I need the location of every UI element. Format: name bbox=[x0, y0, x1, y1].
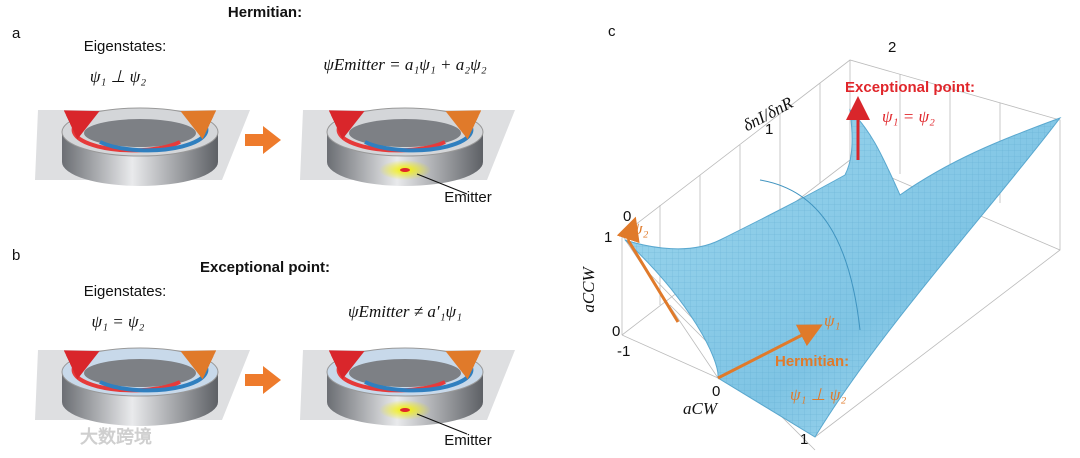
transition-arrow bbox=[245, 366, 281, 394]
relation: ψ₁ ⊥ ψ₂ bbox=[90, 67, 146, 86]
watermark: 大数跨境 bbox=[80, 426, 152, 447]
cw-mode bbox=[364, 350, 482, 393]
panel-label: a bbox=[12, 25, 21, 42]
equation: ψEmitter = a₁ψ₁ + a₂ψ₂ bbox=[323, 55, 486, 74]
psi1-label: ψ₁ bbox=[824, 311, 840, 330]
emitter-label: Emitter bbox=[444, 432, 492, 449]
psi2-line bbox=[626, 239, 680, 323]
hermitian-title: Hermitian: bbox=[775, 353, 849, 370]
front-tick: -1 bbox=[617, 343, 630, 360]
emitter-dot bbox=[400, 168, 410, 172]
emitter-pointer bbox=[416, 413, 468, 435]
heading: Eigenstates: bbox=[84, 283, 167, 300]
cw-mode bbox=[99, 350, 217, 393]
vertical-tick: 1 bbox=[604, 229, 612, 246]
equation: ψEmitter ≠ a′₁ψ₁ bbox=[348, 302, 462, 321]
front-tick: 0 bbox=[712, 383, 720, 400]
depth-tick: 2 bbox=[888, 39, 896, 56]
ring-illustrations bbox=[35, 107, 515, 435]
vertical-tick: 0 bbox=[612, 323, 620, 340]
ep-title: Exceptional point: bbox=[845, 79, 975, 96]
ring-hole bbox=[349, 119, 461, 147]
panel-label: c bbox=[608, 23, 616, 40]
cw-mode bbox=[364, 110, 482, 153]
heading: Eigenstates: bbox=[84, 38, 167, 55]
transition-arrow bbox=[245, 126, 281, 154]
depth-tick: 0 bbox=[623, 208, 631, 225]
emitter-label: Emitter bbox=[444, 189, 492, 206]
ring-hole bbox=[84, 119, 196, 147]
ring-hole bbox=[349, 359, 461, 387]
ep-relation: ψ₁ = ψ₂ bbox=[882, 107, 935, 126]
depth-tick: 1 bbox=[765, 121, 773, 138]
psi2-label: ψ₂ bbox=[632, 219, 649, 238]
front-tick: 1 bbox=[800, 431, 808, 448]
axis-label: aCW bbox=[683, 399, 719, 418]
surface-fold bbox=[759, 179, 861, 331]
psi2-arrow bbox=[616, 216, 640, 244]
panel-title: Hermitian: bbox=[228, 4, 302, 21]
ring-hole bbox=[84, 359, 196, 387]
emitter-pointer bbox=[416, 173, 468, 195]
relation: ψ₁ = ψ₂ bbox=[92, 312, 145, 331]
psi1-arrow bbox=[717, 324, 823, 380]
emitter-dot bbox=[400, 408, 410, 412]
panel-title: Exceptional point: bbox=[200, 259, 330, 276]
surface-mesh bbox=[625, 110, 1060, 437]
cw-mode bbox=[99, 110, 217, 153]
hermitian-relation: ψ₁ ⊥ ψ₂ bbox=[790, 385, 846, 404]
axis-label: aCCW bbox=[579, 265, 598, 312]
panel-label: b bbox=[12, 247, 20, 264]
